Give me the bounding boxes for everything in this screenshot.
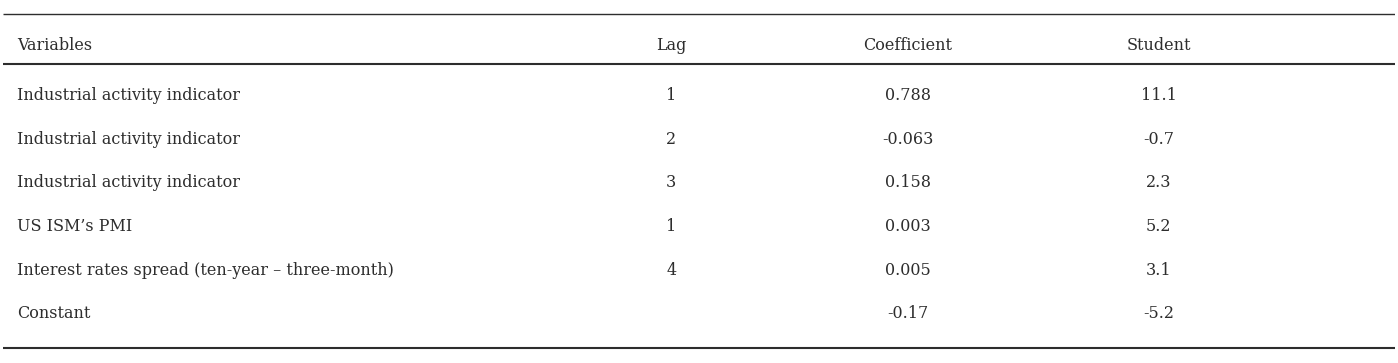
- Text: 0.158: 0.158: [885, 175, 931, 191]
- Text: 3.1: 3.1: [1146, 262, 1172, 279]
- Text: 11.1: 11.1: [1141, 87, 1177, 104]
- Text: 2.3: 2.3: [1146, 175, 1172, 191]
- Text: 0.003: 0.003: [885, 218, 931, 235]
- Text: 2: 2: [665, 131, 677, 148]
- Text: -0.7: -0.7: [1144, 131, 1174, 148]
- Text: Coefficient: Coefficient: [864, 37, 952, 54]
- Text: -5.2: -5.2: [1144, 305, 1174, 322]
- Text: 1: 1: [665, 87, 677, 104]
- Text: Variables: Variables: [17, 37, 92, 54]
- Text: Industrial activity indicator: Industrial activity indicator: [17, 175, 239, 191]
- Text: Industrial activity indicator: Industrial activity indicator: [17, 131, 239, 148]
- Text: Student: Student: [1127, 37, 1191, 54]
- Text: Constant: Constant: [17, 305, 89, 322]
- Text: 5.2: 5.2: [1146, 218, 1172, 235]
- Text: Industrial activity indicator: Industrial activity indicator: [17, 87, 239, 104]
- Text: 4: 4: [665, 262, 677, 279]
- Text: 3: 3: [665, 175, 677, 191]
- Text: -0.17: -0.17: [888, 305, 928, 322]
- Text: US ISM’s PMI: US ISM’s PMI: [17, 218, 131, 235]
- Text: -0.063: -0.063: [882, 131, 934, 148]
- Text: 0.005: 0.005: [885, 262, 931, 279]
- Text: 0.788: 0.788: [885, 87, 931, 104]
- Text: Lag: Lag: [656, 37, 686, 54]
- Text: 1: 1: [665, 218, 677, 235]
- Text: Interest rates spread (ten-year – three-month): Interest rates spread (ten-year – three-…: [17, 262, 394, 279]
